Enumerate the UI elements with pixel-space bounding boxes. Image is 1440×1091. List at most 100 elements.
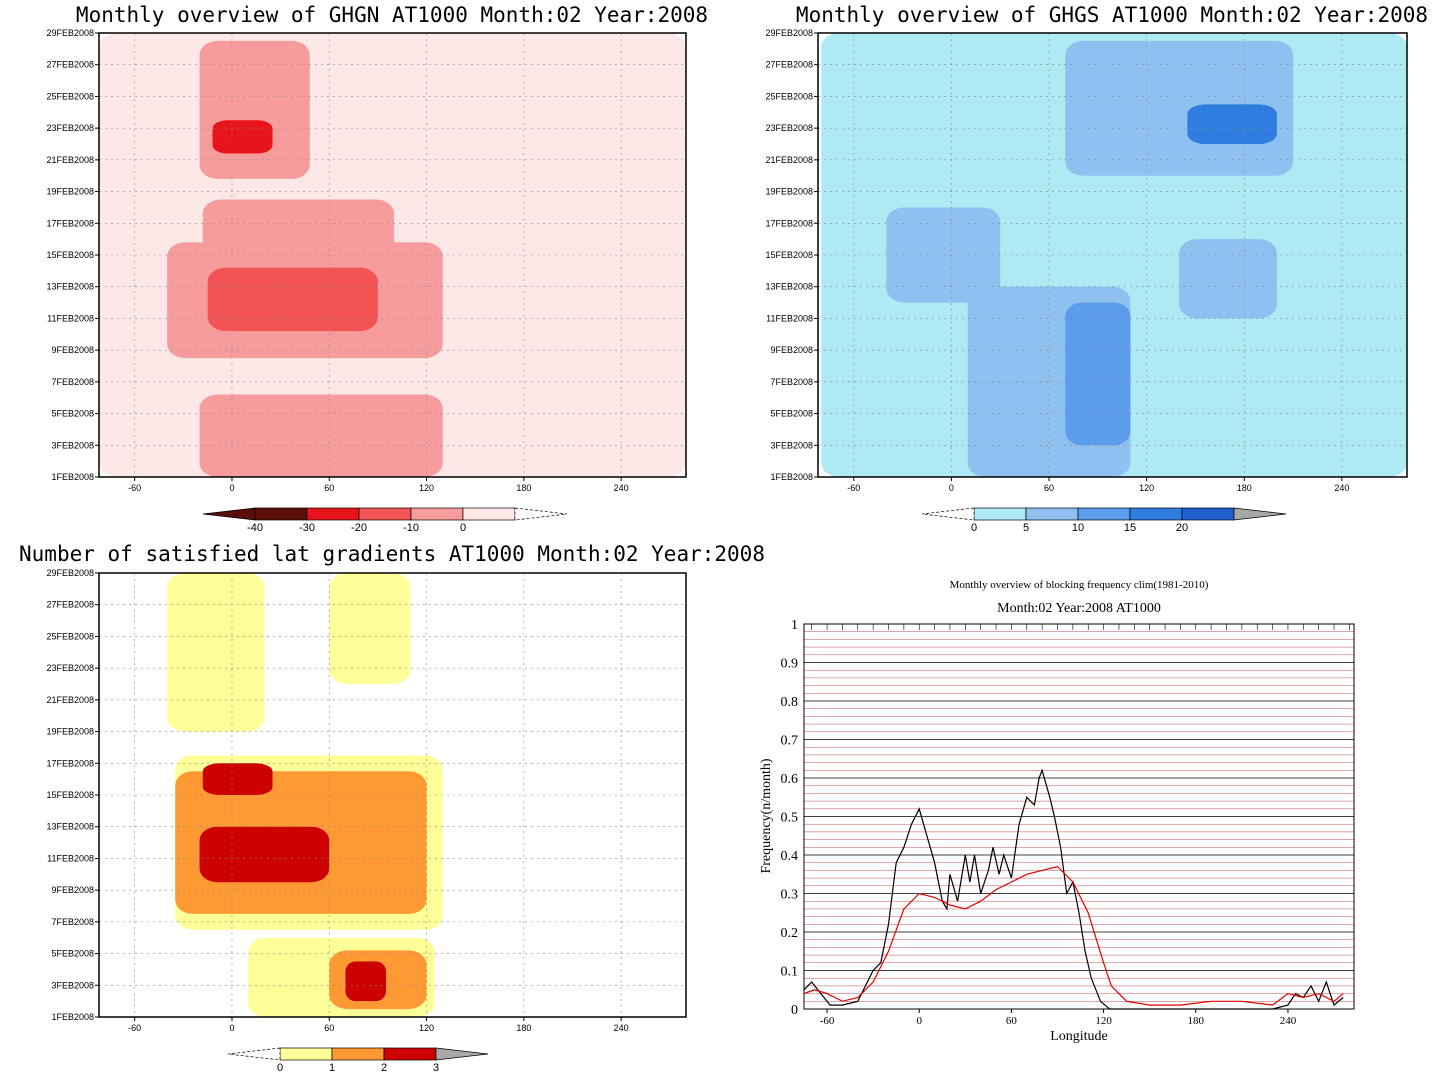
colorbar-swatch [306, 507, 360, 521]
y-tick-label: 21FEB2008 [46, 155, 94, 165]
y-tick-label: 11FEB2008 [766, 313, 813, 323]
panel-ghgn-title: Monthly overview of GHGN AT1000 Month:02… [76, 3, 708, 27]
y-tick-label: 5FEB2008 [51, 409, 94, 419]
y-tick-label: 29FEB2008 [46, 568, 94, 578]
y-tick-label: 23FEB2008 [765, 123, 813, 133]
y-tick-label: 25FEB2008 [765, 91, 813, 101]
x-tick-label: -60 [128, 483, 141, 493]
y-tick-label: 7FEB2008 [51, 917, 94, 927]
y-tick-label: 0.3 [781, 888, 799, 903]
y-tick-label: 0.7 [781, 734, 799, 749]
colorbar-high-arrow [1233, 507, 1287, 521]
x-tick-label: 180 [516, 483, 531, 493]
x-tick-label: 0 [229, 483, 234, 493]
colorbar-label: 5 [1023, 522, 1029, 534]
y-tick-label: 0.1 [781, 965, 799, 980]
y-tick-label: 0.9 [781, 657, 799, 672]
y-tick-label: 1FEB2008 [770, 472, 813, 482]
panel-blocking-frame [803, 623, 1355, 1010]
panel-ghgs-grid [818, 32, 1407, 478]
y-tick-label: 0 [791, 1003, 798, 1018]
panel-blocking-subtitle: Month:02 Year:2008 AT1000 [997, 601, 1161, 616]
panel-1-region-1 [886, 207, 1001, 303]
panel-blocking-x-ticks: -60 0 60 120 180 240 [820, 1009, 1297, 1027]
panel-lat-gradients-grid [99, 572, 686, 1018]
panel-ghgn: Monthly overview of GHGN AT1000 Month:02… [46, 3, 708, 534]
colorbar-label: 20 [1176, 522, 1188, 534]
y-tick-label: 27FEB2008 [765, 60, 813, 70]
colorbar-label: 1 [329, 1062, 335, 1074]
panel-blocking-frequency: Monthly overview of blocking frequency c… [759, 579, 1355, 1044]
y-tick-label: 9FEB2008 [770, 345, 813, 355]
y-tick-label: 25FEB2008 [46, 91, 94, 101]
colorbar-label: -40 [247, 522, 263, 534]
panel-blocking-grid [804, 623, 1354, 1010]
y-tick-label: 0.6 [781, 772, 799, 787]
y-tick-label: 13FEB2008 [765, 282, 813, 292]
x-tick-label: 60 [1006, 1015, 1018, 1027]
panel-1-region-4 [1179, 239, 1277, 319]
colorbar-swatch [462, 507, 516, 521]
y-tick-label: 17FEB2008 [46, 218, 94, 228]
y-tick-label: 7FEB2008 [51, 377, 94, 387]
colorbar-swatch [410, 507, 464, 521]
y-tick-label: 11FEB2008 [47, 313, 94, 323]
x-tick-label: 120 [1139, 483, 1154, 493]
x-tick-label: 0 [916, 1015, 922, 1027]
y-tick-label: 15FEB2008 [765, 250, 813, 260]
panel-2-region-1 [329, 573, 411, 684]
y-tick-label: 9FEB2008 [51, 345, 94, 355]
colorbar-label: -30 [299, 522, 315, 534]
y-tick-label: 15FEB2008 [46, 250, 94, 260]
panel-0-region-1 [199, 40, 310, 179]
y-tick-label: 25FEB2008 [46, 631, 94, 641]
y-tick-label: 19FEB2008 [765, 187, 813, 197]
y-tick-label: 21FEB2008 [46, 695, 94, 705]
x-tick-label: 60 [324, 483, 334, 493]
y-tick-label: 23FEB2008 [46, 123, 94, 133]
y-tick-label: 15FEB2008 [46, 790, 94, 800]
colorbar-swatch [383, 1047, 437, 1061]
panel-0-region-5 [207, 267, 378, 332]
y-tick-label: 21FEB2008 [765, 155, 813, 165]
x-tick-label: 240 [614, 483, 629, 493]
y-tick-label: 5FEB2008 [770, 409, 813, 419]
x-tick-label: 240 [1334, 483, 1349, 493]
y-tick-label: 3FEB2008 [770, 440, 813, 450]
panel-2-region-0 [167, 573, 265, 732]
panel-ghgs-plot-area [821, 33, 1407, 477]
panel-blocking-series [803, 768, 1344, 1010]
colorbar-low-arrow [202, 507, 256, 521]
x-tick-label: 0 [949, 483, 954, 493]
y-tick-label: 13FEB2008 [46, 282, 94, 292]
colorbar-low-arrow [227, 1047, 281, 1061]
x-tick-label: -60 [820, 1015, 835, 1027]
x-tick-label: 240 [614, 1023, 629, 1033]
panel-1-region-5 [1065, 302, 1131, 446]
x-tick-label: 180 [1188, 1015, 1205, 1027]
panel-ghgs-title: Monthly overview of GHGS AT1000 Month:02… [796, 3, 1428, 27]
colorbar-high-arrow [435, 1047, 489, 1061]
x-tick-label: 60 [324, 1023, 334, 1033]
colorbar-swatch [1025, 507, 1079, 521]
y-tick-label: 7FEB2008 [770, 377, 813, 387]
panel-1-region-6 [1187, 104, 1277, 144]
colorbar-swatch [279, 1047, 333, 1061]
panel-2-region-7 [202, 763, 273, 795]
colorbar-swatch [1181, 507, 1235, 521]
panel-0-region-4 [199, 394, 443, 477]
series-line-0 [803, 768, 1344, 1010]
x-tick-label: 120 [419, 1023, 434, 1033]
colorbar-swatch [331, 1047, 385, 1061]
x-tick-label: 180 [1237, 483, 1252, 493]
y-tick-label: 27FEB2008 [46, 600, 94, 610]
colorbar-label: 0 [971, 522, 977, 534]
y-tick-label: 1FEB2008 [51, 472, 94, 482]
colorbar-label: -10 [403, 522, 419, 534]
y-tick-label: 11FEB2008 [47, 853, 94, 863]
colorbar-swatch [358, 507, 412, 521]
colorbar-low-arrow [921, 507, 975, 521]
colorbar-label: 2 [381, 1062, 387, 1074]
series-line-1 [803, 865, 1344, 1006]
